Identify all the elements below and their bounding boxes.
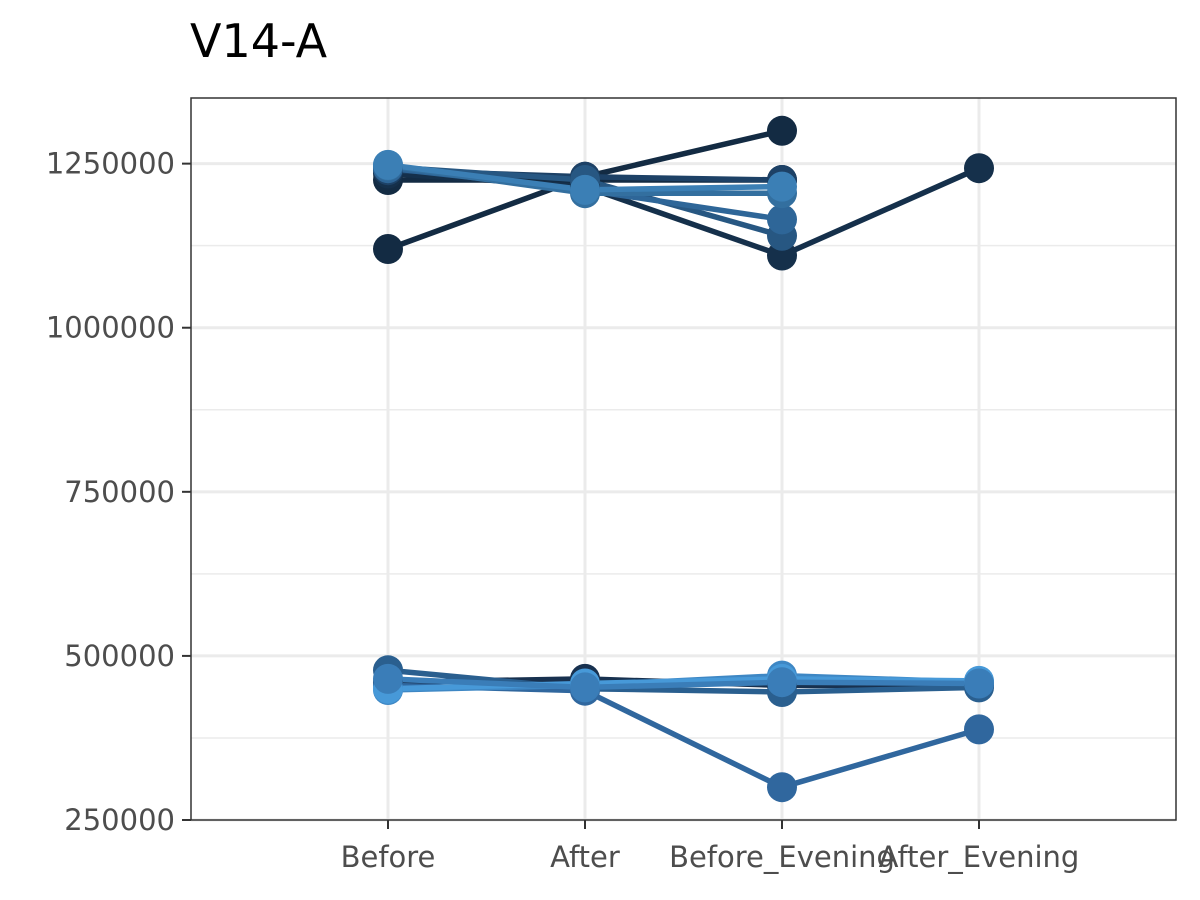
y-tick-label: 250000 [64,803,175,837]
series-line [387,676,980,692]
data-point [373,149,403,180]
data-point [373,234,403,264]
y-tick-label: 750000 [64,475,175,509]
data-point [767,204,797,235]
data-point [767,772,797,803]
series-line [387,682,980,790]
y-tick-label: 500000 [64,639,175,673]
y-tick-label: 1000000 [46,311,175,345]
data-point [373,663,403,694]
data-point [767,667,797,698]
series-line [387,667,980,695]
y-tick-label: 1250000 [46,147,175,181]
axis-ticks: 250000 500000 750000 1000000 1250000 Before Af… [46,147,1080,874]
series-line [387,676,980,691]
x-tick-label: Before_Evening [669,840,895,874]
x-tick-label: After_Evening [879,840,1080,874]
chart-title: V14-A [190,14,328,68]
x-tick-label: Before [341,840,436,874]
x-tick-label: After [550,840,620,874]
data-point [570,174,600,205]
data-point [570,672,600,703]
panel-border [190,97,1177,821]
data-point [767,171,797,202]
data-point [964,153,994,184]
data-point [964,668,994,699]
data-point [964,714,994,745]
data-points [373,115,994,803]
data-point [767,115,797,146]
series-lines [387,128,981,790]
